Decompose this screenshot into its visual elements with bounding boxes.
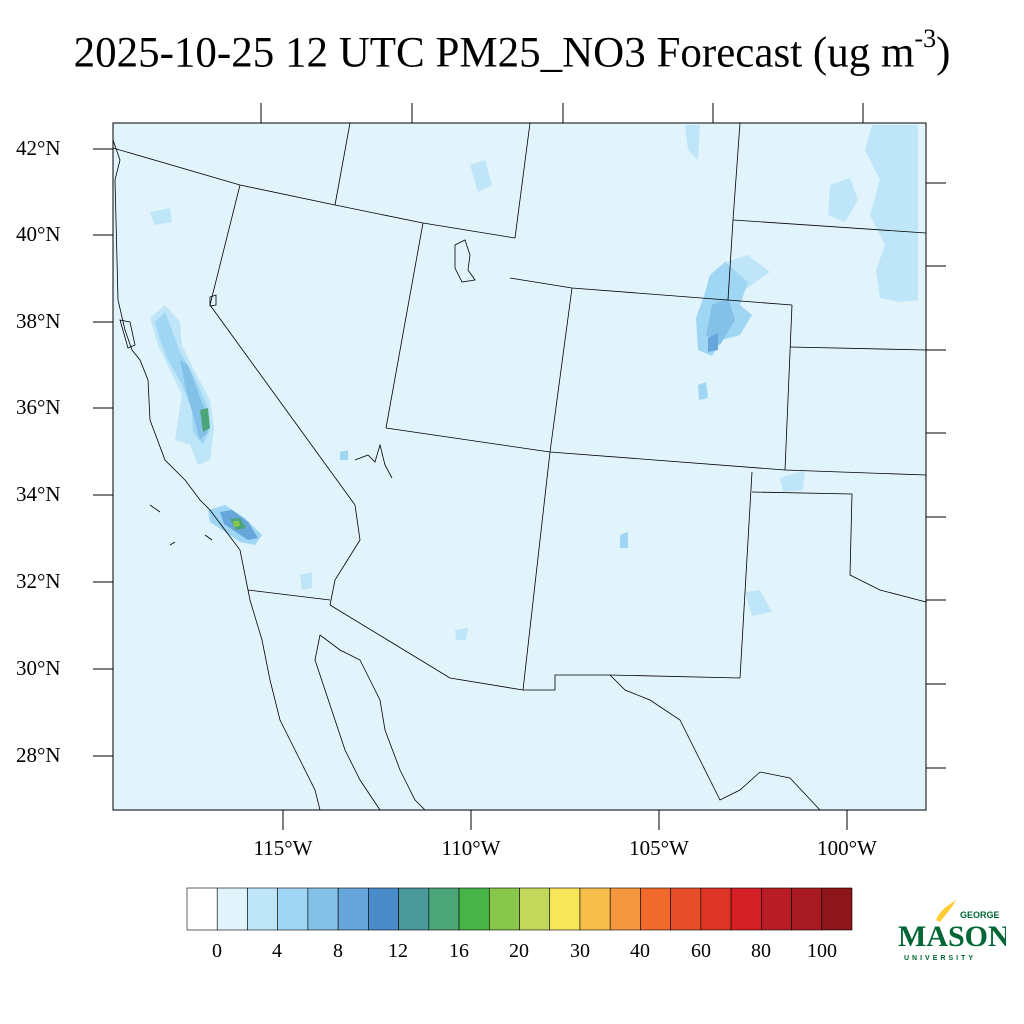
colorbar-swatch — [519, 887, 551, 931]
colorbar-swatch — [216, 887, 248, 931]
concentration-patch — [340, 450, 348, 460]
colorbar-label: 8 — [333, 940, 343, 962]
colorbar-label: 16 — [449, 940, 469, 962]
colorbar-swatch — [821, 887, 853, 931]
lon-label: 105°W — [629, 836, 689, 860]
colorbar-swatch — [337, 887, 369, 931]
map-frame — [112, 122, 927, 811]
lat-label: 34°N — [16, 482, 61, 506]
colorbar-label: 12 — [388, 940, 408, 962]
great-salt-lake — [454, 239, 476, 283]
svg-text:MASON: MASON — [898, 920, 1006, 953]
lat-label: 30°N — [16, 656, 61, 680]
colorbar-swatch — [277, 887, 309, 931]
logo-flame — [936, 900, 956, 922]
lake-mead — [354, 443, 393, 479]
lat-label: 32°N — [16, 569, 61, 593]
colorbar-swatch — [186, 887, 218, 931]
gmu-logo: GEORGE MASON UNIVERSITY — [898, 900, 1006, 962]
concentration-patch — [233, 521, 240, 527]
colorbar-label: 60 — [691, 940, 711, 962]
concentration-patch — [470, 160, 492, 192]
concentration-patch — [300, 572, 312, 590]
lat-label: 36°N — [16, 395, 61, 419]
colorbar-swatch — [549, 887, 581, 931]
tick-marks — [93, 103, 946, 830]
colorbar-label: 0 — [212, 940, 222, 962]
colorbar-label: 4 — [272, 940, 282, 962]
lat-label: 40°N — [16, 222, 61, 246]
concentration-patch — [455, 628, 468, 640]
svg-text:GEORGE: GEORGE — [960, 910, 1000, 920]
colorbar-swatch — [791, 887, 823, 931]
concentration-patch — [828, 178, 858, 222]
lat-label: 42°N — [16, 136, 61, 160]
lon-label: 110°W — [441, 836, 501, 860]
colorbar-swatch — [700, 887, 732, 931]
colorbar-swatch — [609, 887, 641, 931]
colorbar-swatch — [670, 887, 702, 931]
concentration-patch — [200, 408, 210, 432]
lake-tahoe — [209, 294, 217, 307]
coastline — [112, 139, 821, 811]
colorbar-label: 30 — [570, 940, 590, 962]
colorbar-label: 20 — [509, 940, 529, 962]
concentration-patch — [698, 382, 708, 400]
lon-label: 115°W — [253, 836, 313, 860]
colorbar-swatch — [307, 887, 339, 931]
colorbar-swatch — [398, 887, 430, 931]
state-boundaries — [112, 122, 927, 691]
colorbar-swatch — [579, 887, 611, 931]
colorbar — [186, 887, 853, 931]
colorbar-label: 100 — [807, 940, 837, 962]
colorbar-swatch — [730, 887, 762, 931]
lon-label: 100°W — [817, 836, 877, 860]
colorbar-swatch — [488, 887, 520, 931]
colorbar-label: 80 — [751, 940, 771, 962]
concentration-patch — [706, 298, 735, 345]
lat-label: 28°N — [16, 743, 61, 767]
colorbar-label: 40 — [630, 940, 650, 962]
svg-text:UNIVERSITY: UNIVERSITY — [904, 955, 976, 962]
concentration-patch — [150, 208, 172, 225]
concentration-patch — [620, 532, 628, 548]
concentration-patch — [745, 590, 772, 616]
concentration-patch — [180, 360, 208, 440]
colorbar-swatch — [640, 887, 671, 931]
colorbar-swatch — [761, 887, 792, 931]
concentration-patch — [685, 125, 700, 160]
concentration-patch — [865, 125, 918, 302]
colorbar-swatch — [247, 887, 278, 931]
concentration-patch — [780, 470, 805, 492]
map-background — [113, 123, 926, 810]
map-title: 2025-10-25 12 UTC PM25_NO3 Forecast (ug … — [73, 24, 951, 77]
lat-label: 38°N — [16, 309, 61, 333]
concentration-patch — [708, 333, 718, 352]
colorbar-swatch — [458, 887, 490, 931]
colorbar-swatch — [368, 887, 399, 931]
colorbar-swatch — [428, 887, 460, 931]
